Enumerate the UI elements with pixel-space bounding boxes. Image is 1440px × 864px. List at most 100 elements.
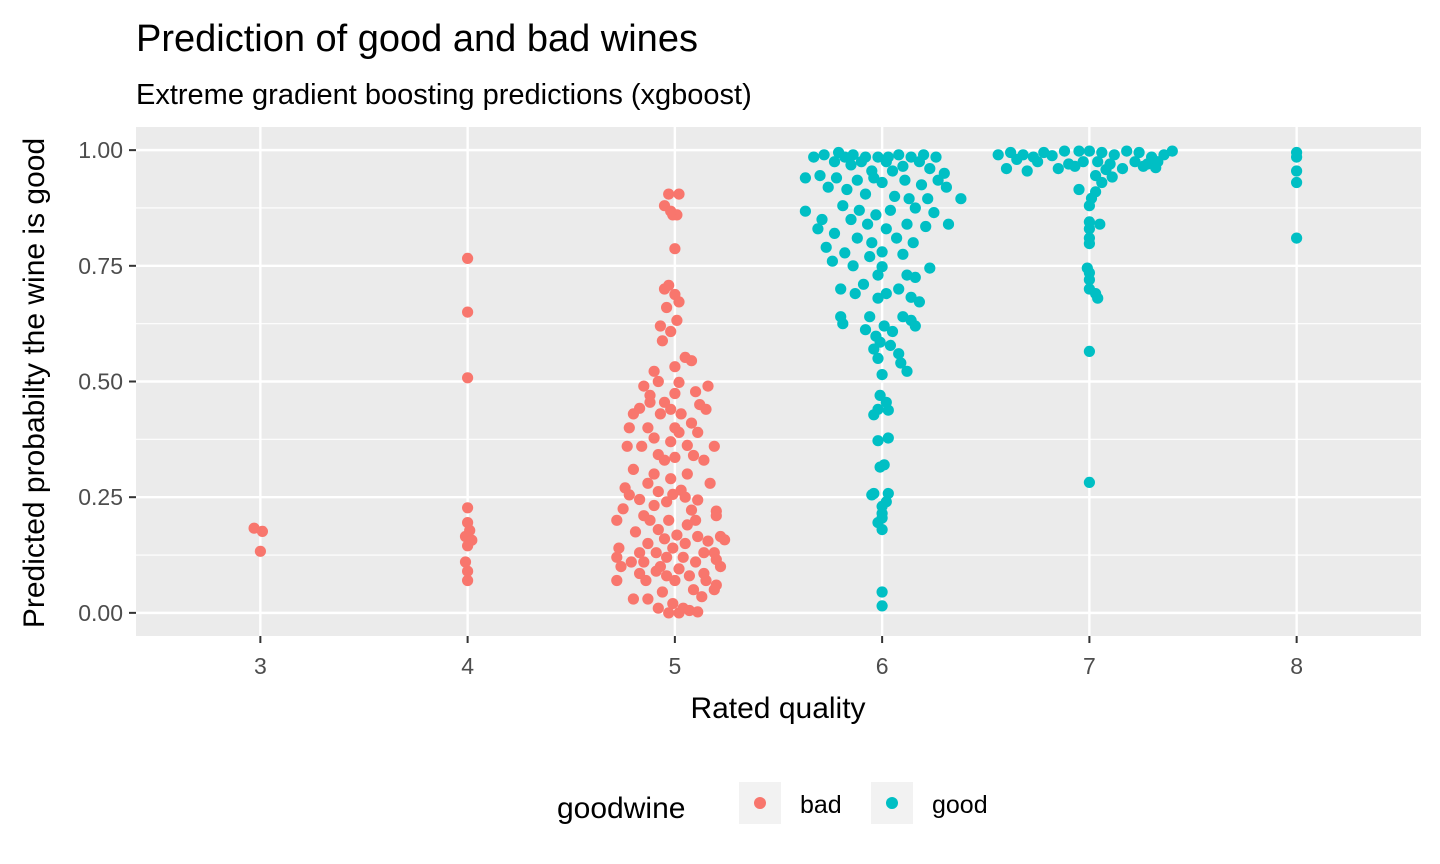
point-good (859, 324, 872, 336)
point-good (1137, 160, 1149, 172)
point-good (1083, 274, 1095, 286)
point-good (1121, 145, 1133, 157)
point-good (1077, 156, 1089, 168)
point-good (928, 207, 940, 219)
legend-marker-good (886, 797, 898, 809)
point-bad (665, 325, 677, 338)
point-good (814, 170, 826, 182)
point-bad (679, 537, 691, 550)
point-bad (648, 468, 660, 480)
point-bad (671, 314, 683, 326)
point-bad (673, 376, 685, 388)
point-good (901, 218, 913, 230)
point-bad (627, 463, 640, 475)
point-good (909, 271, 921, 283)
point-good (1083, 145, 1095, 157)
point-bad (661, 570, 673, 582)
point-good (874, 461, 886, 473)
point-good (903, 193, 915, 205)
point-bad (256, 525, 268, 538)
point-good (847, 260, 859, 272)
point-bad (648, 432, 660, 444)
point-good (1129, 156, 1141, 168)
legend-title: goodwine (557, 792, 685, 825)
point-bad (656, 586, 669, 598)
point-good (866, 237, 878, 249)
point-bad (687, 449, 700, 462)
point-good (909, 202, 921, 214)
point-bad (661, 301, 673, 314)
point-bad (650, 547, 662, 559)
point-bad (658, 283, 671, 295)
legend: goodwine bad good (557, 782, 988, 825)
minor-gridlines (136, 207, 1421, 556)
point-bad (462, 574, 474, 587)
point-good (851, 174, 863, 186)
point-good (1046, 150, 1058, 162)
point-good (992, 149, 1004, 161)
point-bad (611, 551, 623, 563)
point-bad (708, 440, 720, 452)
point-good (1092, 156, 1104, 168)
point-bad (459, 556, 472, 568)
point-good (1166, 145, 1178, 157)
point-bad (685, 417, 698, 429)
point-bad (692, 606, 704, 618)
point-bad (634, 547, 646, 559)
point-bad (692, 530, 704, 543)
point-bad (685, 355, 698, 367)
point-bad (679, 491, 691, 503)
point-bad (462, 540, 474, 552)
point-good (876, 261, 888, 273)
point-good (1116, 163, 1129, 175)
y-tick-label: 0.25 (78, 484, 123, 510)
point-bad (665, 403, 677, 415)
point-good (1092, 292, 1104, 304)
point-good (901, 365, 913, 377)
point-bad (462, 252, 474, 264)
point-bad (673, 296, 685, 308)
point-good (876, 246, 888, 258)
point-good (812, 223, 824, 235)
point-bad (708, 584, 720, 596)
point-good (872, 151, 884, 163)
point-bad (702, 535, 714, 547)
point-bad (681, 519, 693, 531)
point-good (876, 369, 888, 381)
point-bad (698, 454, 710, 466)
x-tick-label: 3 (254, 653, 267, 679)
point-good (891, 232, 903, 244)
x-axis-title: Rated quality (690, 692, 865, 725)
point-bad (665, 205, 677, 217)
x-tick-label: 4 (461, 653, 474, 679)
point-bad (700, 403, 712, 415)
point-bad (617, 503, 629, 515)
point-good (870, 209, 882, 221)
point-bad (669, 451, 681, 463)
point-good (884, 204, 897, 216)
point-good (1083, 345, 1095, 357)
point-bad (615, 561, 627, 573)
point-good (893, 283, 905, 295)
x-tick-label: 7 (1083, 653, 1096, 679)
point-good (816, 213, 828, 226)
point-good (859, 188, 872, 200)
point-good (884, 339, 897, 351)
point-bad (254, 545, 266, 557)
point-good (828, 156, 841, 168)
point-bad (652, 602, 664, 614)
point-good (839, 151, 851, 163)
point-bad (642, 477, 654, 489)
point-bad (611, 514, 623, 526)
point-bad (627, 593, 640, 605)
point-bad (661, 496, 673, 508)
point-bad (625, 556, 637, 568)
point-good (895, 357, 907, 369)
point-bad (719, 534, 731, 546)
point-good (942, 218, 955, 230)
point-bad (681, 468, 693, 480)
point-good (1021, 165, 1033, 177)
point-good (820, 241, 832, 253)
point-good (940, 181, 953, 193)
y-axis-title: Predicted probabilty the wine is good (18, 138, 51, 628)
